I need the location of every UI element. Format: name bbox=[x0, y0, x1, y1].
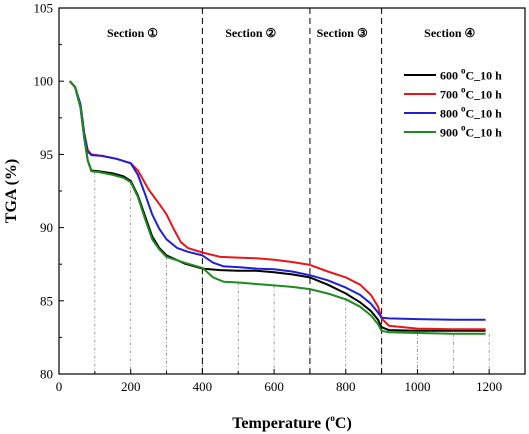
section-label-3: Section ③ bbox=[317, 26, 368, 40]
x-axis-ticks: 0 200 400 600 800 1000 1200 bbox=[56, 369, 502, 394]
y-axis-title: TGA (%) bbox=[3, 159, 20, 223]
y-tick-label-5: 105 bbox=[34, 1, 54, 16]
y-tick-label-0: 80 bbox=[40, 367, 53, 382]
x-tick-label-0: 0 bbox=[56, 379, 63, 394]
series-line-1 bbox=[69, 80, 486, 332]
y-tick-label-1: 85 bbox=[40, 293, 53, 308]
section-dividers bbox=[201, 8, 383, 374]
y-tick-label-2: 90 bbox=[40, 220, 53, 235]
x-tick-label-1: 200 bbox=[121, 379, 141, 394]
legend-label-4: 900 oC_10 h bbox=[440, 123, 502, 140]
section-label-4: Section ④ bbox=[424, 26, 475, 40]
section-label-1: Section ① bbox=[107, 26, 158, 40]
x-axis-title: Temperature (oC) bbox=[232, 413, 352, 432]
legend: 600 oC_10 h 700 oC_10 h 800 oC_10 h 900 oC_… bbox=[404, 66, 502, 140]
section-label-2: Section ② bbox=[225, 26, 276, 40]
guide-lines bbox=[94, 171, 490, 374]
legend-label-1: 600 oC_10 h bbox=[440, 66, 502, 83]
y-axis-ticks: 80 85 90 95 100 105 bbox=[34, 1, 64, 382]
x-tick-label-2: 400 bbox=[193, 379, 213, 394]
series-lines bbox=[69, 80, 486, 335]
x-tick-label-4: 800 bbox=[336, 379, 356, 394]
legend-label-2: 700 oC_10 h bbox=[440, 85, 502, 102]
x-tick-label-3: 600 bbox=[264, 379, 284, 394]
y-tick-label-3: 95 bbox=[40, 147, 53, 162]
series-line-3 bbox=[69, 80, 486, 321]
section-labels: Section ① Section ② Section ③ Section ④ bbox=[107, 26, 476, 40]
series-line-2 bbox=[69, 80, 486, 331]
series-line-4 bbox=[69, 80, 486, 335]
x-tick-label-5: 1000 bbox=[404, 379, 430, 394]
legend-label-3: 800 oC_10 h bbox=[440, 104, 502, 121]
y-tick-label-4: 100 bbox=[34, 74, 54, 89]
x-tick-label-6: 1200 bbox=[476, 379, 502, 394]
